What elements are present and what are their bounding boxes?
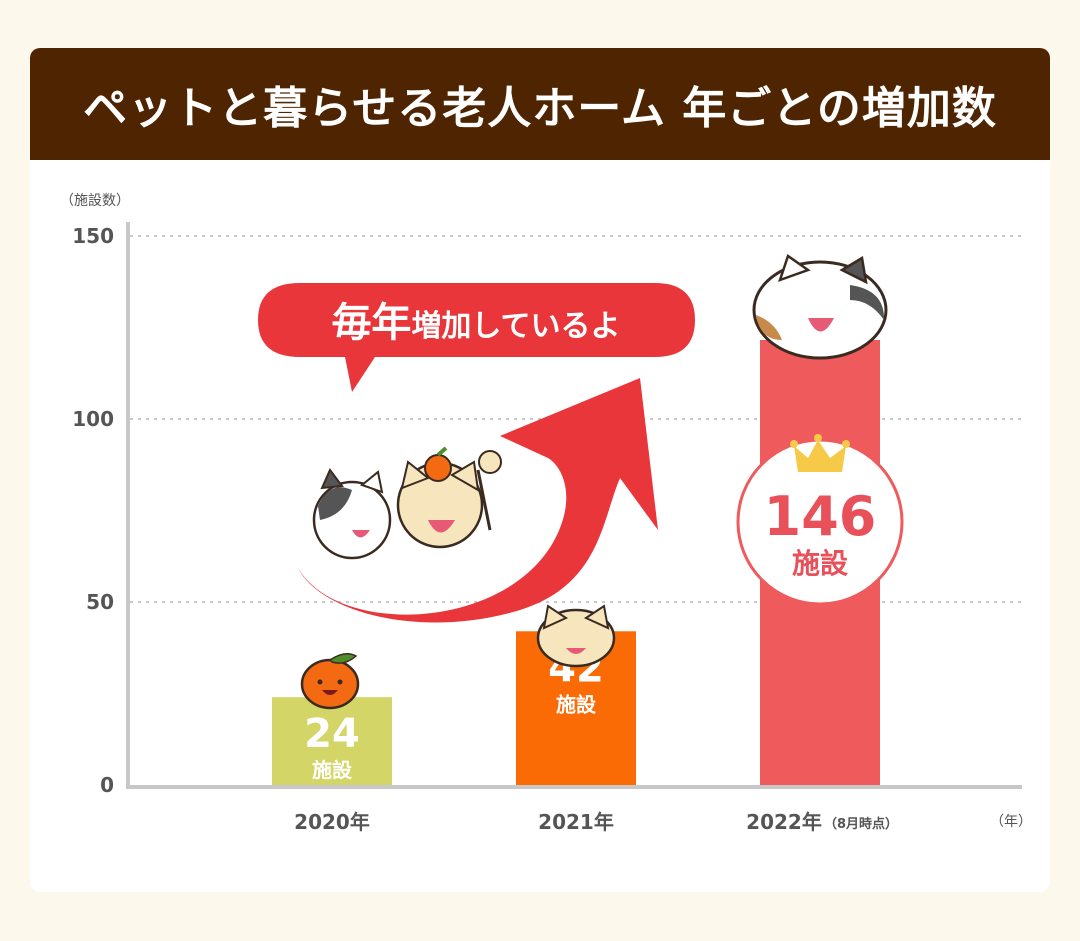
y-tick-label: 50 <box>86 590 114 614</box>
bar <box>272 697 392 785</box>
x-tick-note: （8月時点） <box>824 816 898 832</box>
y-tick-label: 150 <box>72 224 114 248</box>
x-tick-label: 2020年 <box>294 810 370 834</box>
highlight-badge: 146 施設 <box>736 434 904 606</box>
bar-unit-label: 施設 <box>556 692 597 716</box>
title-bar: ペットと暮らせる老人ホーム 年ごとの増加数 <box>30 48 1050 160</box>
highlight-unit: 施設 <box>792 547 849 580</box>
y-tick-label: 0 <box>100 773 114 797</box>
x-axis-label: （年） <box>990 814 1032 830</box>
bar-value-label: 24 <box>304 711 360 757</box>
calico-cat-illustration <box>752 254 888 360</box>
tabby-cat-illustration <box>536 604 616 668</box>
bar-unit-label: 施設 <box>312 758 353 782</box>
highlight-value: 146 <box>764 485 877 548</box>
crown-icon <box>790 434 850 472</box>
svg-text:毎年増加しているよ: 毎年増加しているよ <box>331 300 620 346</box>
x-tick-label: 2021年 <box>538 810 614 834</box>
speech-bubble: 毎年増加しているよ <box>258 283 695 392</box>
y-axis-label: （施設数） <box>60 193 130 209</box>
growth-arrow <box>298 378 658 623</box>
cats-cheering-illustration <box>312 446 502 560</box>
mandarin-mascot-illustration <box>300 653 360 710</box>
y-tick-label: 100 <box>72 407 114 431</box>
x-tick-label: 2022年 <box>746 810 822 834</box>
speech-bubble-text: 増加しているよ <box>411 309 620 344</box>
x-tick-labels: 2020年 2021年 2022年 （8月時点） <box>294 810 898 834</box>
speech-bubble-emphasis: 毎年 <box>331 300 411 346</box>
y-tick-labels: 0 50 100 150 <box>72 224 114 797</box>
chart-title: ペットと暮らせる老人ホーム 年ごとの増加数 <box>83 83 997 134</box>
